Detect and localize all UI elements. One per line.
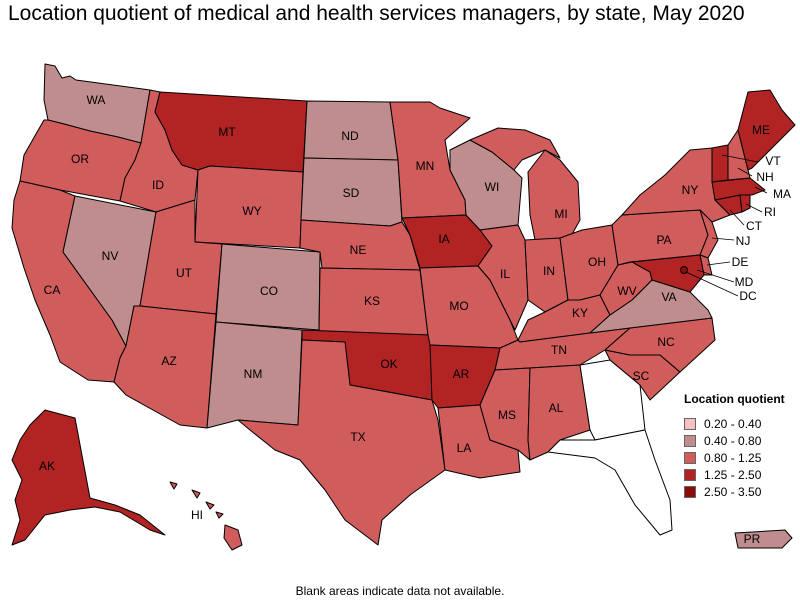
state-tx[interactable] bbox=[237, 339, 446, 546]
legend-swatch bbox=[684, 485, 696, 498]
legend-label: 0.80 - 1.25 bbox=[704, 450, 762, 465]
state-label-nj: NJ bbox=[736, 234, 751, 248]
state-mi-upper[interactable] bbox=[469, 127, 561, 171]
state-label-al: AL bbox=[549, 401, 564, 415]
state-label-or: OR bbox=[71, 152, 89, 166]
legend-item: 0.40 - 0.80 bbox=[684, 432, 796, 449]
state-label-in: IN bbox=[543, 264, 555, 278]
state-label-wv: WV bbox=[617, 284, 636, 298]
state-ri[interactable] bbox=[739, 193, 751, 213]
state-nc[interactable] bbox=[604, 317, 716, 373]
state-label-wa: WA bbox=[87, 93, 106, 107]
state-pr[interactable] bbox=[734, 529, 793, 549]
state-label-ok: OK bbox=[380, 357, 397, 371]
legend-item: 0.20 - 0.40 bbox=[684, 415, 796, 432]
state-label-nh: NH bbox=[756, 170, 773, 184]
state-label-ms: MS bbox=[498, 408, 516, 422]
state-mi[interactable] bbox=[527, 149, 581, 241]
state-label-pr: PR bbox=[744, 532, 761, 546]
state-label-va: VA bbox=[661, 290, 676, 304]
legend-label: 2.50 - 3.50 bbox=[704, 484, 762, 499]
legend-swatch bbox=[684, 434, 696, 447]
state-label-co: CO bbox=[260, 284, 278, 298]
legend-label: 0.20 - 0.40 bbox=[704, 416, 762, 431]
state-hi-islands[interactable] bbox=[169, 481, 224, 519]
legend-item: 1.25 - 2.50 bbox=[684, 466, 796, 483]
state-label-tx: TX bbox=[350, 430, 365, 444]
state-label-ct: CT bbox=[746, 219, 763, 233]
state-label-nv: NV bbox=[102, 249, 119, 263]
state-label-ky: KY bbox=[572, 306, 588, 320]
state-label-nm: NM bbox=[244, 367, 263, 381]
legend: Location quotient 0.20 - 0.40 0.40 - 0.8… bbox=[684, 392, 796, 500]
legend-title: Location quotient bbox=[684, 392, 785, 406]
state-label-ak: AK bbox=[39, 459, 55, 473]
state-label-hi: HI bbox=[191, 508, 203, 522]
state-label-ca: CA bbox=[44, 283, 61, 297]
state-hi[interactable] bbox=[223, 524, 243, 551]
state-label-tn: TN bbox=[551, 343, 567, 357]
state-label-az: AZ bbox=[161, 354, 176, 368]
state-label-wi: WI bbox=[485, 180, 500, 194]
legend-swatch bbox=[684, 417, 696, 430]
state-label-ia: IA bbox=[438, 232, 449, 246]
state-label-nd: ND bbox=[341, 129, 359, 143]
state-md[interactable] bbox=[631, 254, 705, 293]
legend-item: 2.50 - 3.50 bbox=[684, 483, 796, 500]
state-label-dc: DC bbox=[739, 289, 757, 303]
state-vt[interactable] bbox=[711, 144, 729, 183]
map-title: Location quotient of medical and health … bbox=[8, 2, 745, 25]
legend-item: 0.80 - 1.25 bbox=[684, 449, 796, 466]
state-me[interactable] bbox=[737, 89, 796, 171]
state-label-mi: MI bbox=[554, 207, 567, 221]
state-label-sc: SC bbox=[633, 369, 650, 383]
footnote: Blank areas indicate data not available. bbox=[295, 584, 505, 598]
state-wy[interactable] bbox=[194, 165, 304, 249]
legend-label: 1.25 - 2.50 bbox=[704, 467, 762, 482]
legend-label: 0.40 - 0.80 bbox=[704, 433, 762, 448]
state-label-ut: UT bbox=[176, 266, 193, 280]
state-label-de: DE bbox=[732, 255, 749, 269]
state-label-il: IL bbox=[500, 267, 510, 281]
state-ak[interactable] bbox=[11, 409, 166, 546]
state-label-ma: MA bbox=[773, 187, 791, 201]
state-label-sd: SD bbox=[343, 186, 360, 200]
state-label-mt: MT bbox=[218, 125, 236, 139]
state-label-mo: MO bbox=[449, 299, 468, 313]
state-label-me: ME bbox=[752, 123, 770, 137]
state-label-nc: NC bbox=[657, 335, 675, 349]
state-fl bbox=[547, 429, 673, 536]
legend-swatch bbox=[684, 468, 696, 481]
state-label-id: ID bbox=[152, 178, 164, 192]
state-label-oh: OH bbox=[588, 255, 606, 269]
legend-swatch bbox=[684, 451, 696, 464]
state-label-la: LA bbox=[457, 441, 472, 455]
state-label-mn: MN bbox=[416, 159, 435, 173]
state-label-pa: PA bbox=[656, 233, 671, 247]
state-label-ne: NE bbox=[350, 243, 367, 257]
state-label-ar: AR bbox=[453, 367, 470, 381]
state-label-ny: NY bbox=[682, 183, 699, 197]
state-il[interactable] bbox=[477, 224, 529, 331]
state-dc[interactable] bbox=[680, 266, 688, 274]
state-label-ks: KS bbox=[364, 294, 380, 308]
state-label-md: MD bbox=[735, 275, 754, 289]
state-label-wy: WY bbox=[242, 204, 261, 218]
state-label-ri: RI bbox=[764, 205, 776, 219]
state-label-vt: VT bbox=[765, 154, 781, 168]
